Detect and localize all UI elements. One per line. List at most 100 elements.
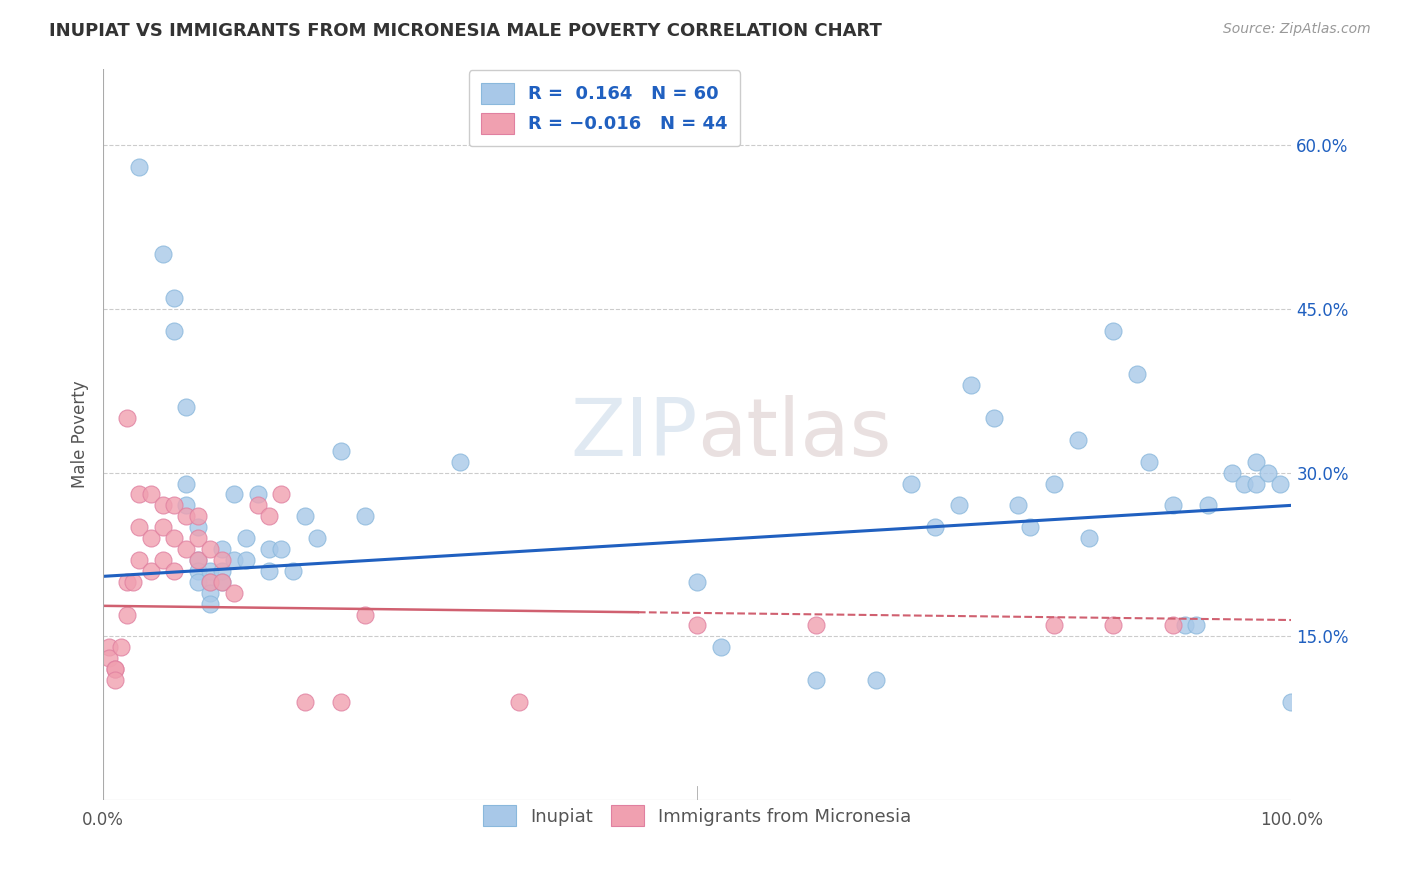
Point: [198, 574, 221, 589]
Point: [1126, 368, 1149, 382]
Point: [900, 476, 922, 491]
Point: [163, 499, 186, 513]
Point: [1244, 476, 1267, 491]
Point: [1220, 466, 1243, 480]
Point: [222, 585, 245, 599]
Point: [1102, 618, 1125, 632]
Point: [329, 695, 352, 709]
Point: [329, 443, 352, 458]
Point: [128, 520, 150, 534]
Point: [104, 673, 127, 687]
Point: [686, 618, 709, 632]
Point: [187, 520, 209, 534]
Point: [139, 487, 162, 501]
Y-axis label: Male Poverty: Male Poverty: [72, 381, 89, 488]
Point: [222, 487, 245, 501]
Point: [235, 531, 257, 545]
Point: [222, 553, 245, 567]
Point: [139, 564, 162, 578]
Point: [353, 607, 375, 622]
Point: [139, 531, 162, 545]
Point: [865, 673, 887, 687]
Point: [152, 247, 174, 261]
Point: [211, 542, 233, 557]
Point: [686, 574, 709, 589]
Point: [1066, 433, 1088, 447]
Point: [259, 509, 281, 524]
Point: [924, 520, 946, 534]
Point: [1281, 695, 1303, 709]
Point: [211, 564, 233, 578]
Point: [1173, 618, 1195, 632]
Text: atlas: atlas: [697, 395, 891, 474]
Text: Source: ZipAtlas.com: Source: ZipAtlas.com: [1223, 22, 1371, 37]
Point: [1161, 618, 1184, 632]
Point: [128, 160, 150, 174]
Point: [115, 574, 138, 589]
Point: [152, 553, 174, 567]
Point: [187, 574, 209, 589]
Legend: Inupiat, Immigrants from Micronesia: Inupiat, Immigrants from Micronesia: [474, 797, 921, 835]
Point: [305, 531, 328, 545]
Point: [1161, 499, 1184, 513]
Point: [1102, 324, 1125, 338]
Point: [294, 695, 316, 709]
Point: [710, 640, 733, 655]
Point: [163, 291, 186, 305]
Point: [948, 499, 970, 513]
Point: [508, 695, 530, 709]
Point: [128, 487, 150, 501]
Point: [211, 574, 233, 589]
Point: [270, 542, 292, 557]
Point: [198, 574, 221, 589]
Text: INUPIAT VS IMMIGRANTS FROM MICRONESIA MALE POVERTY CORRELATION CHART: INUPIAT VS IMMIGRANTS FROM MICRONESIA MA…: [49, 22, 882, 40]
Point: [98, 651, 121, 665]
Point: [176, 476, 198, 491]
Point: [1233, 476, 1256, 491]
Point: [198, 597, 221, 611]
Point: [1042, 476, 1064, 491]
Point: [1268, 476, 1291, 491]
Point: [211, 574, 233, 589]
Point: [152, 499, 174, 513]
Point: [294, 509, 316, 524]
Point: [163, 531, 186, 545]
Point: [163, 564, 186, 578]
Point: [211, 553, 233, 567]
Point: [1185, 618, 1208, 632]
Point: [198, 542, 221, 557]
Point: [187, 553, 209, 567]
Point: [98, 640, 121, 655]
Point: [128, 553, 150, 567]
Point: [1244, 455, 1267, 469]
Point: [187, 531, 209, 545]
Point: [449, 455, 471, 469]
Point: [187, 564, 209, 578]
Point: [198, 564, 221, 578]
Point: [353, 509, 375, 524]
Point: [283, 564, 305, 578]
Point: [246, 487, 269, 501]
Point: [187, 553, 209, 567]
Point: [176, 542, 198, 557]
Point: [115, 411, 138, 425]
Point: [104, 662, 127, 676]
Point: [804, 673, 827, 687]
Point: [198, 585, 221, 599]
Point: [270, 487, 292, 501]
Point: [121, 574, 143, 589]
Point: [152, 520, 174, 534]
Point: [959, 378, 981, 392]
Point: [259, 542, 281, 557]
Point: [1019, 520, 1042, 534]
Point: [176, 400, 198, 414]
Point: [246, 499, 269, 513]
Point: [259, 564, 281, 578]
Point: [176, 509, 198, 524]
Point: [187, 509, 209, 524]
Text: ZIP: ZIP: [569, 395, 697, 474]
Point: [104, 662, 127, 676]
Point: [235, 553, 257, 567]
Point: [176, 499, 198, 513]
Point: [163, 324, 186, 338]
